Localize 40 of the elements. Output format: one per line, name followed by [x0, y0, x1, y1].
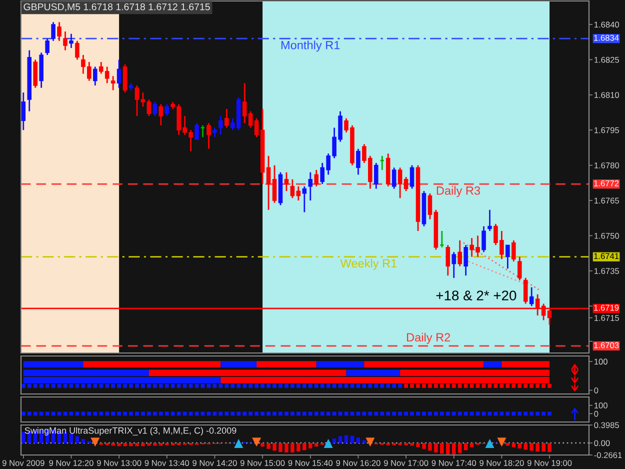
y-tick-label: 0.3985 — [594, 422, 619, 428]
x-tick-label: 9 Nov 12:20 — [49, 460, 94, 466]
annotation: +18 & 2* +20 — [436, 290, 516, 300]
x-tick-label: 9 Nov 13:40 — [144, 460, 190, 466]
ref-line-label: 1.6703 — [594, 342, 619, 348]
y-tick-label: 1.6715 — [594, 315, 619, 321]
y-tick-label: 1.6840 — [594, 22, 620, 28]
y-tick-label: -0.2661 — [594, 452, 622, 458]
y-tick-label: 100 — [594, 402, 608, 408]
y-tick-label: 100 — [594, 358, 608, 365]
x-tick-label: 9 Nov 2009 — [2, 460, 44, 466]
ref-line-label: 1.6772 — [594, 180, 619, 186]
ref-line-label: 1.6741 — [594, 253, 619, 260]
chart-title: SwingMan UltraSuperTRIX_v1 (3, M,M,E, C) -0.2009 — [24, 427, 236, 436]
y-tick-label: 1.6795 — [594, 127, 619, 134]
x-tick-label: 9 Nov 14:20 — [192, 460, 237, 466]
y-tick-label: 0 — [594, 410, 598, 417]
y-tick-label: 1.6825 — [594, 56, 619, 63]
annotation: Daily R3 — [436, 186, 480, 198]
y-tick-label: 1.6810 — [594, 92, 620, 98]
y-tick-label: 0.00 — [594, 440, 610, 446]
y-tick-label: 1.6765 — [594, 198, 619, 204]
x-tick-label: 9 Nov 16:20 — [336, 460, 380, 466]
x-tick-label: 9 Nov 17:00 — [384, 460, 428, 466]
y-tick-label: 1.6750 — [594, 232, 620, 239]
chart-title: GBPUSD,M5 1.6718 1.6718 1.6712 1.6715 — [24, 3, 210, 12]
annotation: Monthly R1 — [281, 40, 340, 52]
x-tick-label: 9 Nov 19:00 — [527, 460, 572, 466]
annotation: Weekly R1 — [340, 258, 397, 270]
x-tick-label: 9 Nov 18:20 — [480, 460, 524, 466]
y-tick-label: 0 — [594, 387, 598, 394]
y-tick-label: 1.6735 — [594, 268, 619, 274]
x-tick-label: 9 Nov 15:00 — [240, 460, 285, 466]
x-tick-label: 9 Nov 17:40 — [432, 460, 476, 466]
x-tick-label: 9 Nov 15:40 — [288, 460, 333, 466]
y-tick-label: 1.6780 — [594, 162, 620, 168]
annotation: Daily R2 — [407, 332, 450, 344]
ref-line-label: 1.6834 — [594, 34, 619, 41]
x-tick-label: 9 Nov 13:00 — [96, 460, 142, 466]
ref-line-label: 1.6719 — [594, 304, 619, 311]
